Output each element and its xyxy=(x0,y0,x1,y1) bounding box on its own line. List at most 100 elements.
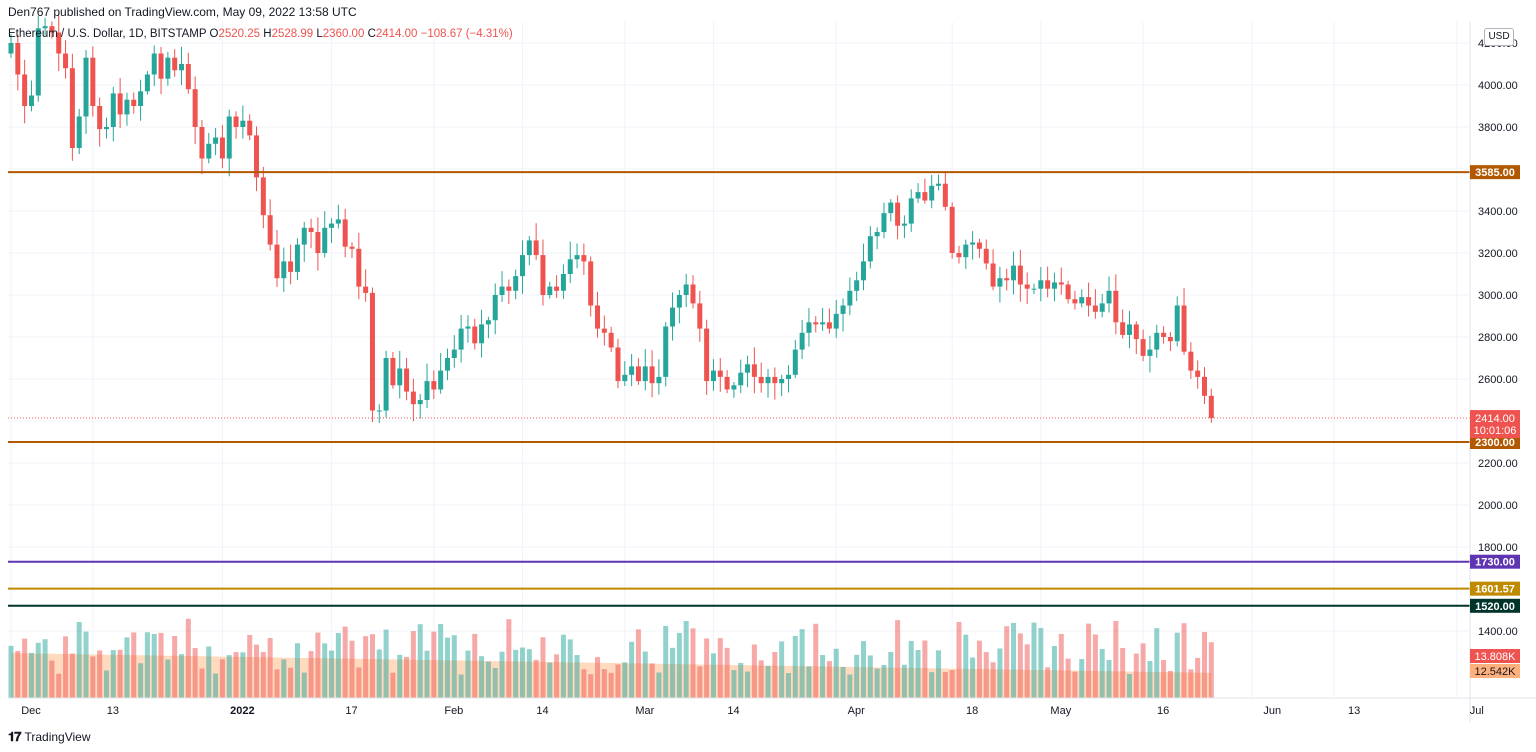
volume-bar[interactable] xyxy=(233,652,239,698)
candle-body[interactable] xyxy=(820,322,826,325)
candle-body[interactable] xyxy=(540,255,546,295)
candle-body[interactable] xyxy=(110,93,116,127)
volume-bar[interactable] xyxy=(888,651,894,698)
volume-bar[interactable] xyxy=(663,625,669,698)
candle-body[interactable] xyxy=(56,32,62,54)
candle-body[interactable] xyxy=(233,116,239,128)
volume-bar[interactable] xyxy=(554,654,560,698)
candle-body[interactable] xyxy=(158,53,164,79)
candle-body[interactable] xyxy=(513,276,519,291)
volume-bar[interactable] xyxy=(976,640,982,698)
volume-bar[interactable] xyxy=(424,650,430,698)
candle-body[interactable] xyxy=(335,219,341,224)
volume-bar[interactable] xyxy=(731,670,737,698)
candle-body[interactable] xyxy=(240,120,246,127)
candle-body[interactable] xyxy=(247,120,253,136)
candle-body[interactable] xyxy=(1161,332,1167,337)
candle-body[interactable] xyxy=(1133,324,1139,340)
volume-bar[interactable] xyxy=(779,641,785,698)
volume-bar[interactable] xyxy=(983,652,989,698)
candle-body[interactable] xyxy=(492,295,498,321)
candle-body[interactable] xyxy=(1072,299,1078,304)
volume-bar[interactable] xyxy=(267,637,273,698)
volume-bar[interactable] xyxy=(35,642,41,698)
candle-body[interactable] xyxy=(301,227,307,245)
candle-body[interactable] xyxy=(656,376,662,384)
candle-body[interactable] xyxy=(745,364,751,373)
volume-bar[interactable] xyxy=(28,652,34,698)
candle-body[interactable] xyxy=(342,219,348,247)
candle-body[interactable] xyxy=(410,391,416,405)
candle-body[interactable] xyxy=(738,372,744,386)
volume-bar[interactable] xyxy=(533,659,539,698)
volume-bar[interactable] xyxy=(560,634,566,698)
volume-bar[interactable] xyxy=(1195,657,1201,698)
candle-body[interactable] xyxy=(1147,349,1153,356)
candle-body[interactable] xyxy=(581,255,587,262)
volume-bar[interactable] xyxy=(1181,623,1187,698)
candle-body[interactable] xyxy=(840,305,846,314)
volume-bar[interactable] xyxy=(131,632,137,698)
volume-bar[interactable] xyxy=(97,650,103,698)
candle-body[interactable] xyxy=(103,127,109,130)
volume-bar[interactable] xyxy=(110,650,116,698)
candle-body[interactable] xyxy=(622,374,628,382)
candle-body[interactable] xyxy=(554,286,560,291)
candle-body[interactable] xyxy=(69,68,75,148)
candle-body[interactable] xyxy=(683,284,689,296)
candle-body[interactable] xyxy=(690,284,696,304)
candle-body[interactable] xyxy=(1113,290,1119,323)
volume-bar[interactable] xyxy=(724,647,730,698)
candle-body[interactable] xyxy=(970,242,976,245)
candle-body[interactable] xyxy=(758,376,764,384)
volume-bar[interactable] xyxy=(410,631,416,698)
volume-bar[interactable] xyxy=(608,672,614,698)
candle-body[interactable] xyxy=(997,278,1003,287)
volume-bar[interactable] xyxy=(69,653,75,698)
candle-body[interactable] xyxy=(42,26,48,29)
volume-bar[interactable] xyxy=(1017,633,1023,698)
volume-bar[interactable] xyxy=(315,632,321,698)
volume-bar[interactable] xyxy=(1120,647,1126,698)
candle-body[interactable] xyxy=(908,198,914,224)
candle-body[interactable] xyxy=(670,307,676,327)
candle-body[interactable] xyxy=(833,313,839,329)
volume-bar[interactable] xyxy=(1174,632,1180,698)
volume-bar[interactable] xyxy=(1086,623,1092,698)
candle-body[interactable] xyxy=(867,236,873,262)
volume-bar[interactable] xyxy=(1092,634,1098,698)
volume-bar[interactable] xyxy=(1051,646,1057,698)
candle-body[interactable] xyxy=(83,57,89,117)
candle-body[interactable] xyxy=(1058,282,1064,285)
candle-body[interactable] xyxy=(717,370,723,377)
volume-bar[interactable] xyxy=(444,637,450,698)
volume-bar[interactable] xyxy=(520,647,525,698)
candle-body[interactable] xyxy=(697,303,703,329)
candle-body[interactable] xyxy=(383,358,389,411)
volume-bar[interactable] xyxy=(710,653,716,698)
candle-body[interactable] xyxy=(888,202,894,214)
candle-body[interactable] xyxy=(117,93,123,115)
candle-body[interactable] xyxy=(1099,303,1105,312)
volume-bar[interactable] xyxy=(240,652,246,698)
volume-bar[interactable] xyxy=(840,666,846,698)
volume-bar[interactable] xyxy=(485,661,491,698)
candle-body[interactable] xyxy=(369,292,375,411)
candle-body[interactable] xyxy=(895,202,901,226)
candle-body[interactable] xyxy=(936,183,942,186)
candle-body[interactable] xyxy=(294,244,300,272)
volume-bar[interactable] xyxy=(451,635,457,698)
candle-body[interactable] xyxy=(772,376,778,384)
candle-body[interactable] xyxy=(329,223,335,228)
candle-body[interactable] xyxy=(560,274,566,291)
volume-bar[interactable] xyxy=(717,638,723,698)
volume-bar[interactable] xyxy=(806,666,812,698)
candle-body[interactable] xyxy=(1017,265,1023,285)
volume-bar[interactable] xyxy=(997,648,1003,698)
volume-bar[interactable] xyxy=(745,671,751,698)
footer-brand[interactable]: TradingView xyxy=(24,730,91,744)
volume-bar[interactable] xyxy=(363,636,369,698)
volume-bar[interactable] xyxy=(49,660,55,698)
volume-bar[interactable] xyxy=(622,662,628,698)
volume-bar[interactable] xyxy=(431,631,437,698)
